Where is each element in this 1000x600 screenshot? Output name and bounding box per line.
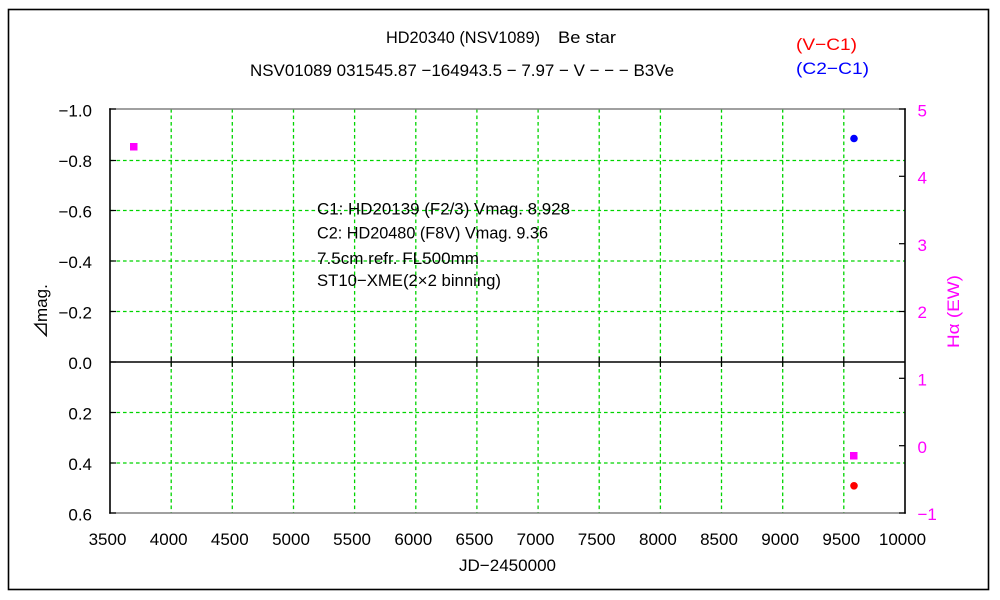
svg-text:6500: 6500 — [455, 530, 493, 549]
svg-text:Hα (EW): Hα (EW) — [944, 275, 963, 348]
svg-text:0.4: 0.4 — [68, 455, 92, 474]
svg-text:Be star: Be star — [558, 28, 616, 47]
svg-text:2: 2 — [918, 303, 927, 322]
svg-text:7000: 7000 — [517, 530, 555, 549]
svg-text:1: 1 — [918, 371, 927, 390]
svg-text:5: 5 — [918, 102, 927, 121]
svg-text:8000: 8000 — [639, 530, 677, 549]
svg-text:3500: 3500 — [89, 530, 127, 549]
svg-text:9500: 9500 — [822, 530, 860, 549]
svg-text:8500: 8500 — [700, 530, 738, 549]
svg-text:−0.2: −0.2 — [58, 304, 92, 323]
svg-text:6000: 6000 — [394, 530, 432, 549]
svg-text:7.5cm refr. FL500mm: 7.5cm refr. FL500mm — [317, 249, 479, 268]
svg-text:0.6: 0.6 — [68, 506, 92, 525]
svg-text:−0.6: −0.6 — [58, 203, 92, 222]
svg-text:JD−2450000: JD−2450000 — [459, 556, 556, 575]
svg-text:HD20340 (NSV1089): HD20340 (NSV1089) — [386, 28, 540, 47]
svg-text:10000: 10000 — [879, 530, 926, 549]
svg-text:−0.4: −0.4 — [58, 253, 92, 272]
svg-text:3: 3 — [918, 236, 927, 255]
svg-text:−0.8: −0.8 — [58, 152, 92, 171]
svg-text:(V−C1): (V−C1) — [796, 35, 857, 54]
svg-text:5000: 5000 — [272, 530, 310, 549]
svg-text:4000: 4000 — [150, 530, 188, 549]
svg-text:mag.: mag. — [32, 284, 51, 322]
svg-text:9000: 9000 — [761, 530, 799, 549]
svg-text:NSV01089 031545.87 −164943.5 −: NSV01089 031545.87 −164943.5 − 7.97 − V … — [250, 61, 674, 80]
svg-text:(C2−C1): (C2−C1) — [796, 59, 869, 78]
svg-text:C1: HD20139 (F2/3) Vmag. 8.928: C1: HD20139 (F2/3) Vmag. 8.928 — [317, 200, 570, 219]
svg-text:0: 0 — [918, 438, 927, 457]
svg-text:−1: −1 — [918, 505, 937, 524]
svg-text:4500: 4500 — [211, 530, 249, 549]
svg-text:7500: 7500 — [578, 530, 616, 549]
svg-text:C2: HD20480 (F8V) Vmag. 9.36: C2: HD20480 (F8V) Vmag. 9.36 — [317, 223, 548, 242]
svg-text:0.2: 0.2 — [68, 405, 92, 424]
svg-text:4: 4 — [918, 169, 927, 188]
svg-text:ST10−XME(2×2 binning): ST10−XME(2×2 binning) — [317, 271, 501, 290]
svg-text:−1.0: −1.0 — [58, 102, 92, 121]
svg-text:0.0: 0.0 — [68, 354, 92, 373]
svg-text:5500: 5500 — [333, 530, 371, 549]
